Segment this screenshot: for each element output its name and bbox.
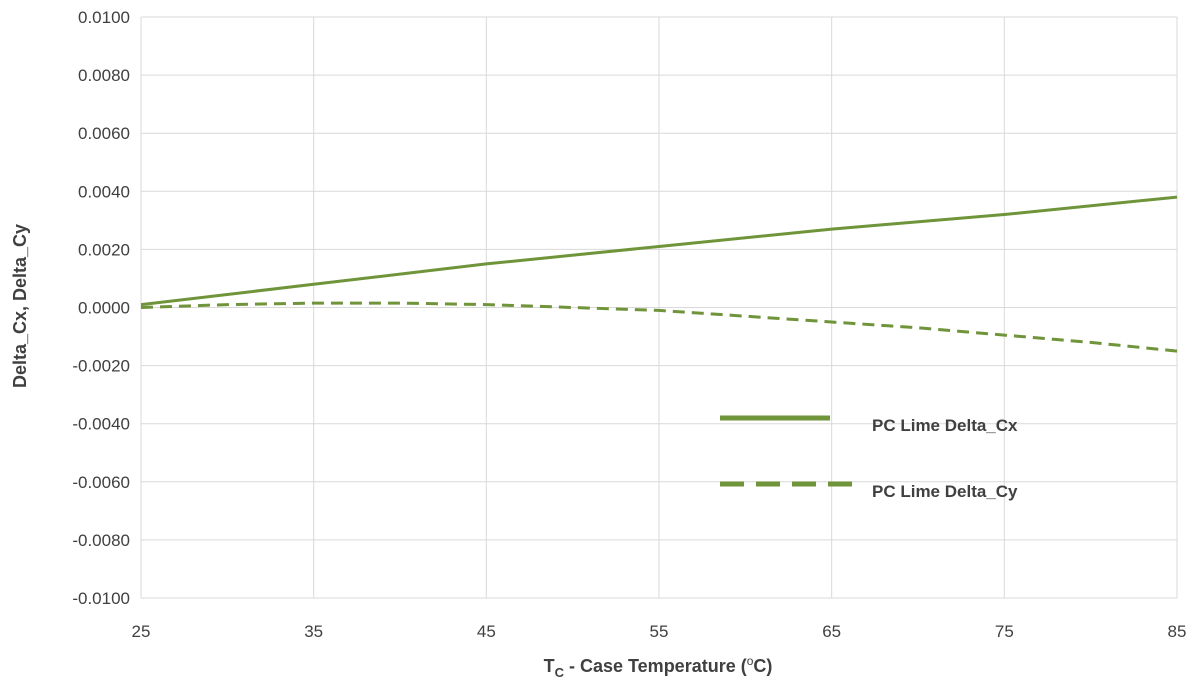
legend-label-2: PC Lime Delta_Cy xyxy=(872,482,1018,501)
y-axis-title: Delta_Cx, Delta_Cy xyxy=(10,224,30,388)
series-line-1 xyxy=(140,195,1178,307)
series-lines xyxy=(140,195,1178,353)
x-tick-label: 65 xyxy=(822,622,841,641)
x-axis-title: TC - Case Temperature (oC) xyxy=(544,654,773,680)
x-axis-title-middle: - Case Temperature ( xyxy=(564,656,747,676)
legend-label-1: PC Lime Delta_Cx xyxy=(872,416,1018,435)
x-axis-title-end: C) xyxy=(753,656,772,676)
y-tick-label: 0.0000 xyxy=(78,299,130,318)
x-tick-label: 85 xyxy=(1168,622,1187,641)
x-tick-label: 25 xyxy=(132,622,151,641)
y-tick-label: -0.0040 xyxy=(72,415,130,434)
x-tick-label: 55 xyxy=(650,622,669,641)
y-tick-label: 0.0080 xyxy=(78,66,130,85)
gridlines xyxy=(140,16,1178,599)
x-tick-labels: 25 35 45 55 65 75 85 xyxy=(132,622,1187,641)
x-axis-title-subscript: C xyxy=(555,665,565,680)
y-tick-label: 0.0020 xyxy=(78,240,130,259)
series-line-2 xyxy=(140,301,1178,353)
x-axis-title-main: T xyxy=(544,656,555,676)
y-tick-label: -0.0060 xyxy=(72,473,130,492)
x-tick-label: 45 xyxy=(477,622,496,641)
legend: PC Lime Delta_Cx PC Lime Delta_Cy xyxy=(720,415,1018,501)
y-tick-label: -0.0080 xyxy=(72,531,130,550)
y-tick-label: 0.0100 xyxy=(78,8,130,27)
x-tick-label: 75 xyxy=(995,622,1014,641)
y-tick-label: -0.0020 xyxy=(72,357,130,376)
y-tick-label: 0.0040 xyxy=(78,182,130,201)
x-tick-label: 35 xyxy=(304,622,323,641)
y-tick-label: -0.0100 xyxy=(72,589,130,608)
y-tick-labels: 0.0100 0.0080 0.0060 0.0040 0.0020 0.0000 -0.0… xyxy=(72,8,130,608)
x-axis-title-superscript: o xyxy=(747,654,754,668)
y-tick-label: 0.0060 xyxy=(78,124,130,143)
